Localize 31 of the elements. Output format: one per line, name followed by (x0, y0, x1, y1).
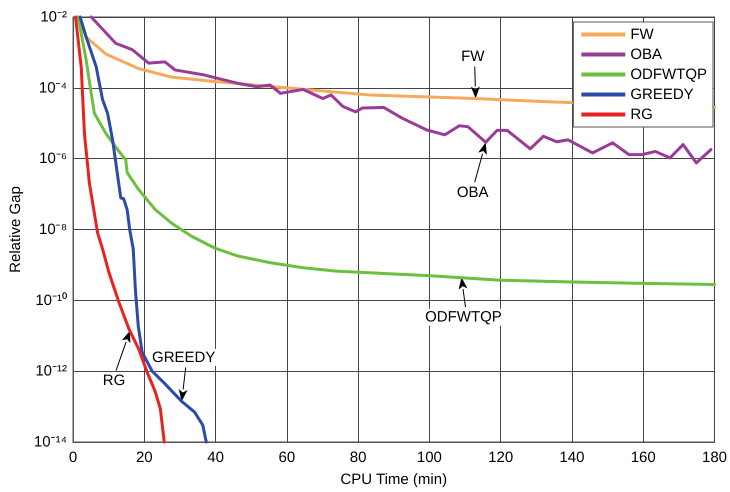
legend-label: ODFWTQP (630, 66, 707, 83)
annotation: GREEDY (152, 348, 216, 366)
y-tick-label: 10⁻¹⁴ (34, 434, 68, 450)
y-tick-label: 10⁻¹² (35, 362, 68, 380)
legend-label: RG (630, 106, 653, 123)
y-tick-label: 10⁻¹⁰ (35, 292, 68, 309)
annotation: ODFWTQP (425, 308, 502, 326)
line-series (76, 16, 716, 286)
legend-label: FW (630, 26, 655, 43)
y-axis-title: Relative Gap (7, 186, 24, 273)
x-tick-label: 180 (702, 449, 727, 466)
line-series (90, 16, 712, 164)
annotation: RG (102, 372, 126, 390)
x-axis-title: CPU Time (min) (340, 471, 448, 488)
y-tick-label: 10⁻⁸ (39, 221, 68, 238)
x-tick-label: 160 (630, 449, 656, 466)
y-tick-label: 10⁻⁶ (39, 150, 68, 168)
x-tick-label: 140 (559, 449, 584, 466)
x-tick-label: 40 (207, 449, 224, 466)
x-tick-label: 0 (68, 449, 78, 466)
x-tick-label: 100 (416, 449, 442, 466)
x-tick-label: 120 (488, 449, 514, 466)
legend-label: GREEDY (630, 86, 694, 103)
annotation: OBA (456, 184, 489, 201)
legend-label: OBA (630, 46, 662, 63)
y-tick-label: 10⁻⁴ (38, 79, 68, 96)
x-tick-label: 20 (136, 449, 153, 466)
annotation: FW (461, 48, 486, 65)
x-tick-label: 60 (278, 449, 296, 466)
y-tick-label: 10⁻² (40, 8, 68, 26)
x-tick-label: 80 (350, 449, 366, 466)
